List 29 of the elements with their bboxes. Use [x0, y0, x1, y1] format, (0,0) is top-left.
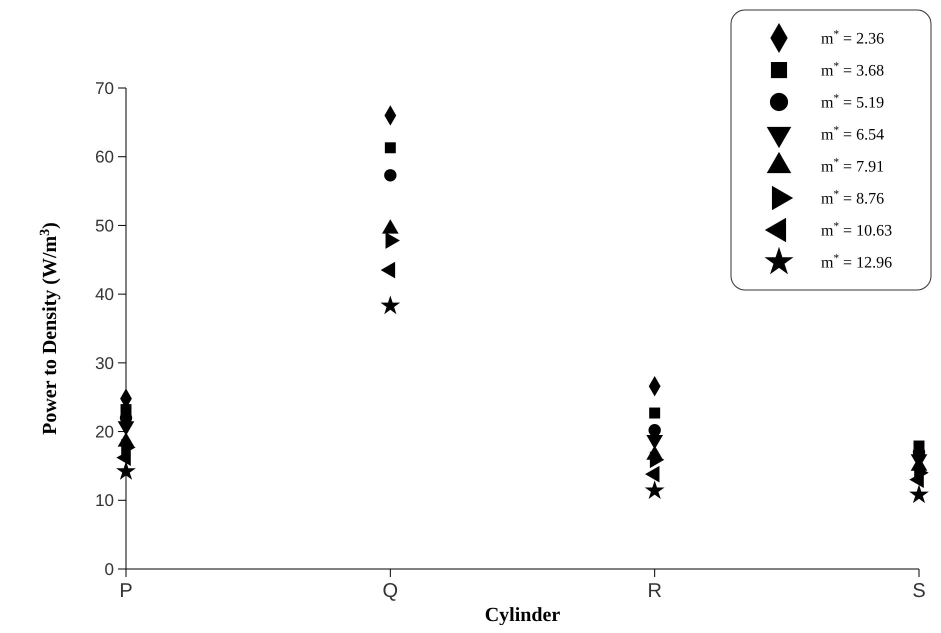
point — [644, 480, 664, 500]
legend-label: m$^{*}$ = 5.19 — [821, 92, 884, 112]
y-tick-label: 10 — [95, 491, 114, 510]
x-tick-label: Q — [382, 580, 398, 602]
point — [648, 424, 661, 436]
x-tick-label: P — [119, 580, 133, 602]
y-tick-label: 60 — [95, 148, 114, 167]
point — [384, 142, 396, 154]
y-tick-label: 50 — [95, 216, 114, 236]
y-tick-label: 0 — [104, 560, 114, 579]
legend-label: m$^{*}$ = 6.54 — [821, 124, 884, 144]
legend-label: m$^{*}$ = 2.36 — [821, 28, 884, 48]
y-tick-label: 70 — [95, 78, 114, 98]
x-axis-title: Cylinder — [484, 604, 560, 626]
point — [649, 408, 660, 418]
y-tick-label: 40 — [95, 285, 114, 304]
legend-label: m$^{*}$ = 10.63 — [821, 220, 892, 240]
legend-label: m$^{*}$ = 7.91 — [821, 156, 884, 176]
y-tick-label: 20 — [95, 422, 114, 442]
point — [116, 461, 136, 480]
point — [384, 169, 397, 182]
y-tick-label: 30 — [95, 354, 114, 373]
legend-label: m$^{*}$ = 12.96 — [821, 252, 892, 272]
point — [380, 295, 400, 314]
legend-label: m$^{*}$ = 8.76 — [821, 188, 884, 208]
x-tick-label: R — [647, 580, 662, 602]
x-tick-label: S — [912, 580, 926, 602]
legend-label: m$^{*}$ = 3.68 — [821, 60, 884, 80]
point — [909, 484, 929, 504]
